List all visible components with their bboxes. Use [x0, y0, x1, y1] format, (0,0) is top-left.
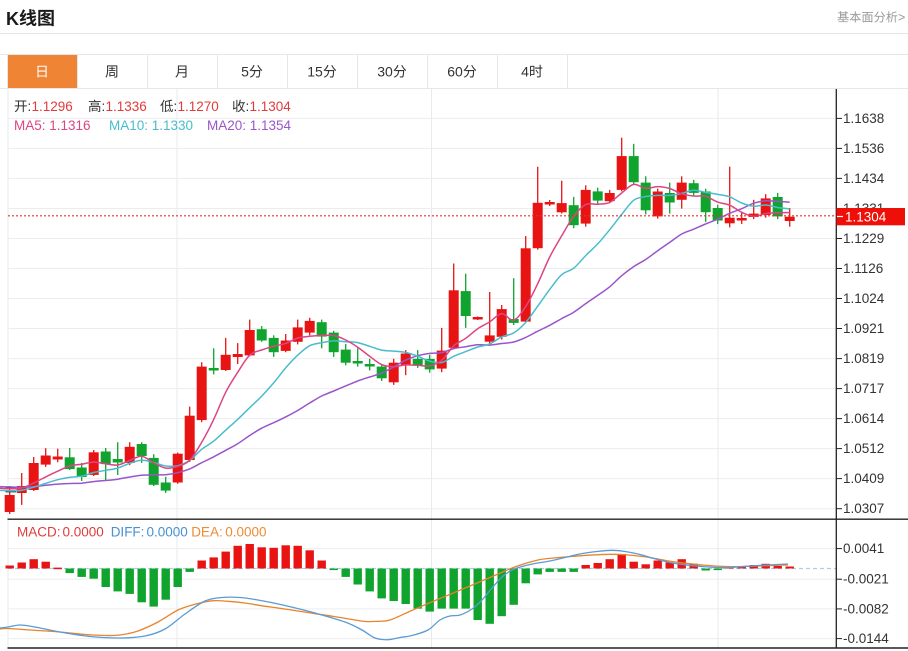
svg-text:MA20: 1.1354: MA20: 1.1354: [207, 118, 292, 133]
svg-text::: :: [28, 99, 32, 114]
svg-text:1.1304: 1.1304: [250, 99, 292, 114]
svg-text:4: 4: [521, 64, 529, 80]
svg-text:-0.0021: -0.0021: [843, 572, 889, 587]
svg-text:1.0409: 1.0409: [843, 471, 884, 486]
svg-text:MA5: 1.1316: MA5: 1.1316: [14, 118, 91, 133]
svg-text:MA10: 1.1330: MA10: 1.1330: [109, 118, 193, 133]
svg-text:MACD:0.0000: MACD: 0.0000: [17, 525, 104, 540]
svg-text:30: 30: [377, 64, 393, 80]
svg-text:60: 60: [447, 64, 463, 80]
svg-text::: :: [102, 99, 106, 114]
svg-text:1.0512: 1.0512: [843, 441, 884, 456]
svg-text:-0.0082: -0.0082: [843, 601, 889, 616]
svg-text:1.1024: 1.1024: [843, 291, 885, 306]
svg-text:1.0614: 1.0614: [843, 411, 885, 426]
svg-text:1.1638: 1.1638: [843, 111, 884, 126]
svg-text:-0.0144: -0.0144: [843, 631, 889, 646]
svg-text:0.0041: 0.0041: [843, 541, 884, 556]
svg-text:1.0717: 1.0717: [843, 381, 884, 396]
svg-text:1.1270: 1.1270: [178, 99, 219, 114]
svg-text:1.1536: 1.1536: [843, 141, 884, 156]
svg-text:15: 15: [307, 64, 323, 80]
svg-text:1.1229: 1.1229: [843, 231, 884, 246]
svg-text:1.1296: 1.1296: [32, 99, 73, 114]
svg-text:>: >: [898, 11, 905, 25]
svg-text:1.0921: 1.0921: [843, 321, 884, 336]
svg-text:K: K: [6, 9, 19, 29]
svg-text:1.1126: 1.1126: [843, 261, 883, 276]
svg-text:DIFF:0.0000: DIFF: 0.0000: [111, 525, 188, 540]
svg-text:1.0307: 1.0307: [843, 501, 884, 516]
svg-text:DEA:0.0000: DEA: 0.0000: [191, 525, 266, 540]
svg-text:1.1336: 1.1336: [106, 99, 147, 114]
svg-text:1.0819: 1.0819: [843, 351, 884, 366]
svg-text:1.1304: 1.1304: [845, 210, 887, 225]
svg-text::: :: [174, 99, 178, 114]
svg-text:5: 5: [241, 64, 249, 80]
svg-text:1.1434: 1.1434: [843, 171, 885, 186]
svg-text::: :: [246, 99, 250, 114]
